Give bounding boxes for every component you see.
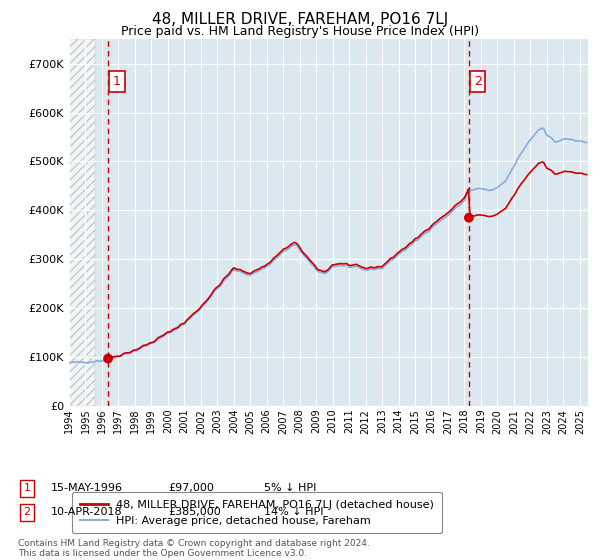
Text: Price paid vs. HM Land Registry's House Price Index (HPI): Price paid vs. HM Land Registry's House … — [121, 25, 479, 38]
Text: £385,000: £385,000 — [168, 507, 221, 517]
Point — [464, 213, 473, 222]
Text: 48, MILLER DRIVE, FAREHAM, PO16 7LJ: 48, MILLER DRIVE, FAREHAM, PO16 7LJ — [152, 12, 448, 27]
Text: Contains HM Land Registry data © Crown copyright and database right 2024.
This d: Contains HM Land Registry data © Crown c… — [18, 539, 370, 558]
Text: 2: 2 — [23, 507, 31, 517]
Legend: 48, MILLER DRIVE, FAREHAM, PO16 7LJ (detached house), HPI: Average price, detach: 48, MILLER DRIVE, FAREHAM, PO16 7LJ (det… — [72, 492, 442, 533]
Text: 5% ↓ HPI: 5% ↓ HPI — [264, 483, 316, 493]
Text: 15-MAY-1996: 15-MAY-1996 — [51, 483, 123, 493]
Text: 1: 1 — [23, 483, 31, 493]
Text: 14% ↓ HPI: 14% ↓ HPI — [264, 507, 323, 517]
Text: 1: 1 — [113, 75, 121, 88]
Text: £97,000: £97,000 — [168, 483, 214, 493]
Text: 10-APR-2018: 10-APR-2018 — [51, 507, 122, 517]
Text: 2: 2 — [474, 75, 482, 88]
Bar — [69, 39, 95, 406]
Point — [103, 354, 113, 363]
